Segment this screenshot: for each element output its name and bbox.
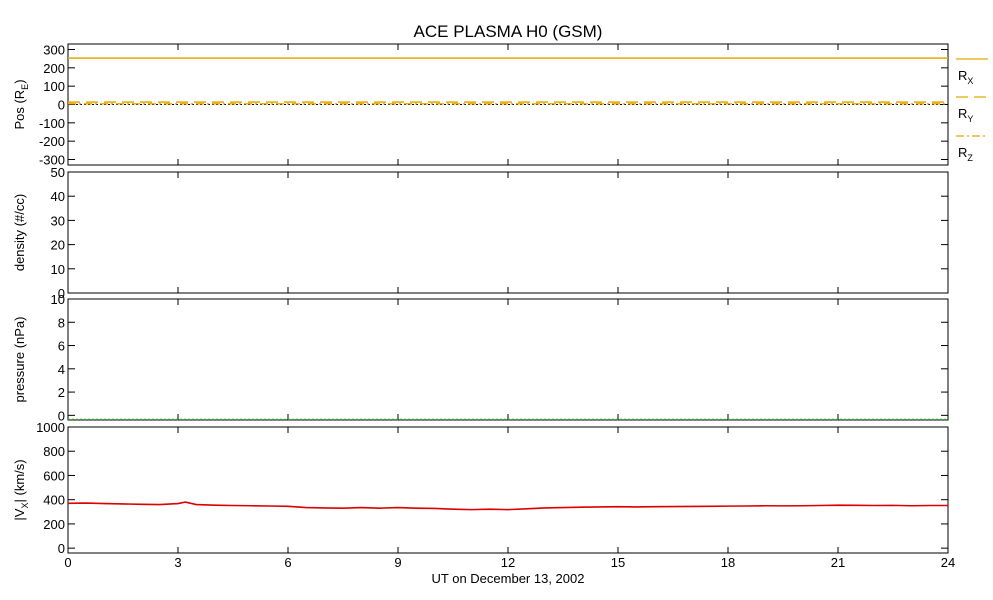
x-tick-label: 0 [64, 555, 71, 570]
y-tick-label: 200 [43, 61, 65, 76]
y-axis-label-pos: Pos (RE) [12, 79, 30, 129]
panel-pressure: 10 8 6 4 2 0 pressure (nPa) [12, 292, 949, 423]
y-axis-label-vx: |VX| (km/s) [12, 459, 30, 520]
panel-density: 50 40 30 20 10 0 density (#/cc) [12, 165, 949, 301]
legend-label: RY [958, 106, 973, 124]
panel-vx: 1000 800 600 400 200 0 |VX| (km/s) [12, 420, 949, 556]
panel-frame [67, 171, 949, 294]
y-axis-label-density: density (#/cc) [12, 194, 27, 271]
x-tick-label: 24 [941, 555, 955, 570]
y-tick-label: 50 [51, 165, 65, 180]
x-tick-label: 9 [394, 555, 401, 570]
x-tick-label: 6 [284, 555, 291, 570]
y-tick-label: 4 [58, 362, 65, 377]
y-axis-label-pressure: pressure (nPa) [12, 317, 27, 403]
y-tick-label: 30 [51, 213, 65, 228]
x-tick-label: 18 [721, 555, 735, 570]
y-tick-label: 10 [51, 262, 65, 277]
y-tick-label: 20 [51, 238, 65, 253]
legend-group: RX RY RZ [956, 58, 988, 163]
x-tick-label: 12 [501, 555, 515, 570]
x-axis-label: UT on December 13, 2002 [432, 571, 585, 586]
y-tick-label: 40 [51, 189, 65, 204]
x-tick-label: 3 [174, 555, 181, 570]
legend-label: RZ [958, 145, 973, 163]
y-tick-label: 300 [43, 43, 65, 58]
panel-frame [67, 426, 949, 554]
y-tick-label: 8 [58, 315, 65, 330]
panel-frame [67, 298, 949, 421]
y-tick-label: 600 [43, 468, 65, 483]
x-tick-label: 21 [831, 555, 845, 570]
y-tick-label: 0 [58, 408, 65, 423]
chart-title: ACE PLASMA H0 (GSM) [414, 22, 603, 41]
y-tick-label: 6 [58, 339, 65, 354]
y-tick-label: 800 [43, 444, 65, 459]
y-tick-label: 400 [43, 493, 65, 508]
panel-pos: 300 200 100 0 -100 -200 -300 Pos (RE) [12, 43, 949, 168]
y-tick-label: 2 [58, 385, 65, 400]
y-tick-label: -100 [39, 116, 65, 131]
y-tick-label: 200 [43, 517, 65, 532]
y-tick-label: -300 [39, 153, 65, 168]
series-line-vx-0 [67, 501, 948, 511]
y-tick-label: 100 [43, 79, 65, 94]
legend-label: RX [958, 68, 973, 86]
y-tick-label: 0 [58, 98, 65, 113]
y-tick-label: -200 [39, 134, 65, 149]
y-tick-label: 0 [58, 541, 65, 556]
y-tick-label: 1000 [36, 420, 65, 435]
y-tick-label: 0 [58, 286, 65, 301]
y-tick-label: 10 [51, 292, 65, 307]
x-axis-group: 0 3 6 9 12 15 18 21 24 [64, 555, 955, 570]
x-tick-label: 15 [611, 555, 625, 570]
